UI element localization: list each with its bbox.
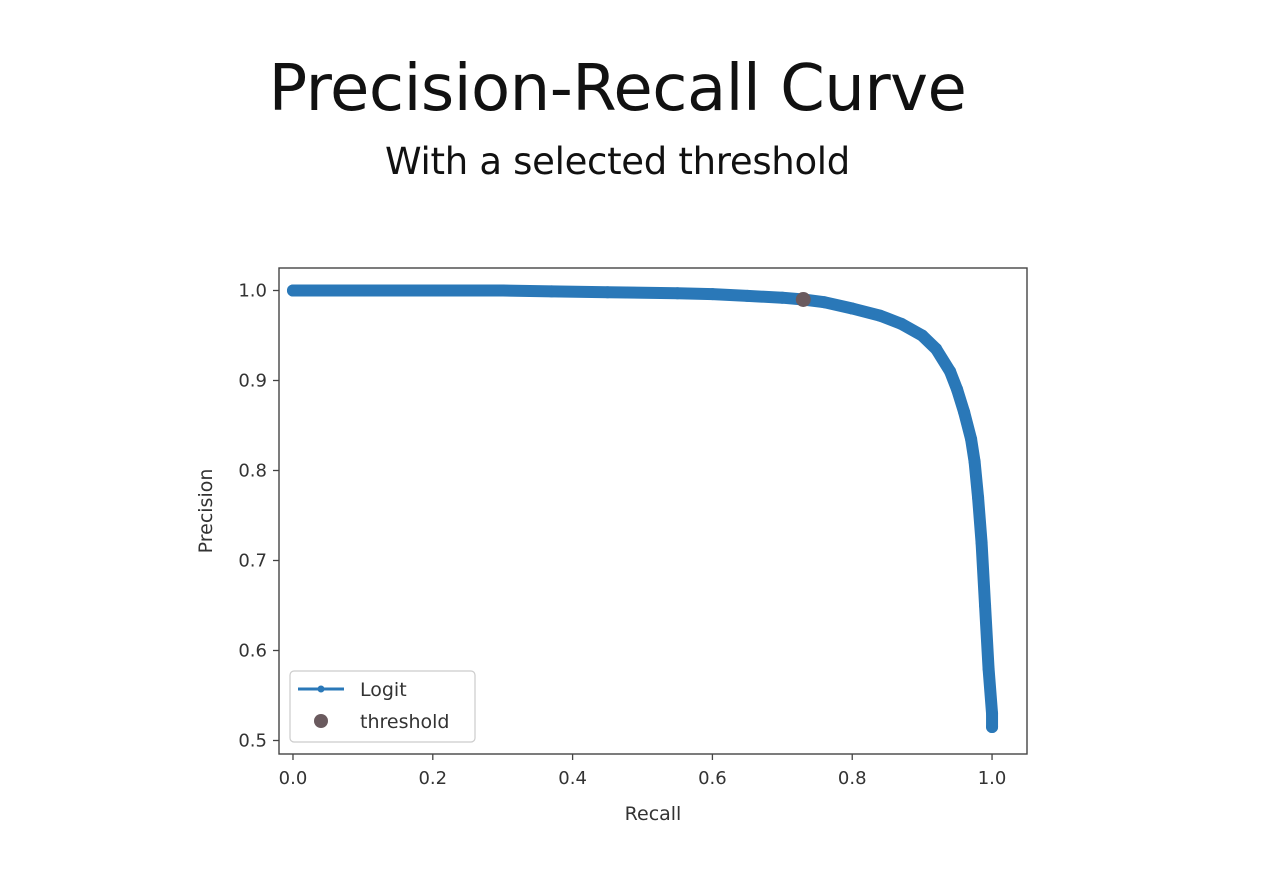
series-logit-point [972,491,985,504]
series-logit-point [986,721,999,733]
y-tick-label: 1.0 [238,281,267,302]
series-logit-point [979,599,992,612]
series-logit-point [965,433,978,445]
threshold-point [795,292,811,307]
axis-layer: 0.0 0.2 0.4 0.6 0.8 1.0 0.5 0.6 0.7 0.8 0.9 1.0 [238,281,1006,790]
y-tick-label: 0.9 [238,371,267,392]
legend-logit-marker [298,685,344,693]
y-tick-label: 0.5 [238,731,267,752]
legend: Logit threshold [289,670,476,743]
y-tick-label: 0.6 [238,641,267,662]
series-logit-point [975,536,988,549]
series-logit-point [545,285,558,298]
series-logit-point [874,309,887,322]
legend-threshold-marker [314,714,328,728]
x-tick-label: 0.4 [558,768,587,789]
series-logit-point [895,317,908,330]
y-axis-label: Precision [195,469,217,554]
x-tick-label: 0.8 [838,768,867,789]
y-tick-label: 0.7 [238,551,267,572]
x-axis-label: Recall [625,803,682,825]
series-logit-point [930,343,943,355]
series-logit-point [944,365,957,378]
series-logit-point [916,329,929,342]
series-logit-point [958,406,971,418]
series-logit-point [986,707,999,720]
series-logit-point [496,284,509,297]
series-logit-point [846,302,859,315]
series-logit-point [982,662,995,675]
series-logit-point [818,296,831,309]
x-tick-label: 1.0 [978,768,1007,789]
x-tick-label: 0.0 [279,768,308,789]
x-tick-label: 0.2 [418,768,447,789]
series-logit-point [741,289,754,302]
series-logit-point [671,287,684,300]
series-logit-point [968,455,981,468]
page-title: Precision-Recall Curve [268,52,967,126]
legend-logit-label: Logit [360,679,407,701]
legend-threshold-label: threshold [360,711,449,733]
series-logit-point [426,284,439,297]
y-tick-label: 0.8 [238,461,267,482]
legend-logit-dot [317,685,325,693]
x-tick-label: 0.6 [698,768,727,789]
series-logit-line [286,284,999,733]
series-logit-point [951,383,964,396]
series-logit-point [776,291,789,304]
page-subtitle: With a selected threshold [385,140,850,183]
plot-layer [286,284,999,733]
series-logit-point [286,284,299,297]
series-logit-point [601,286,614,299]
series-logit-point [356,284,369,297]
series-logit-point [706,288,719,301]
plot-frame [278,267,1028,755]
